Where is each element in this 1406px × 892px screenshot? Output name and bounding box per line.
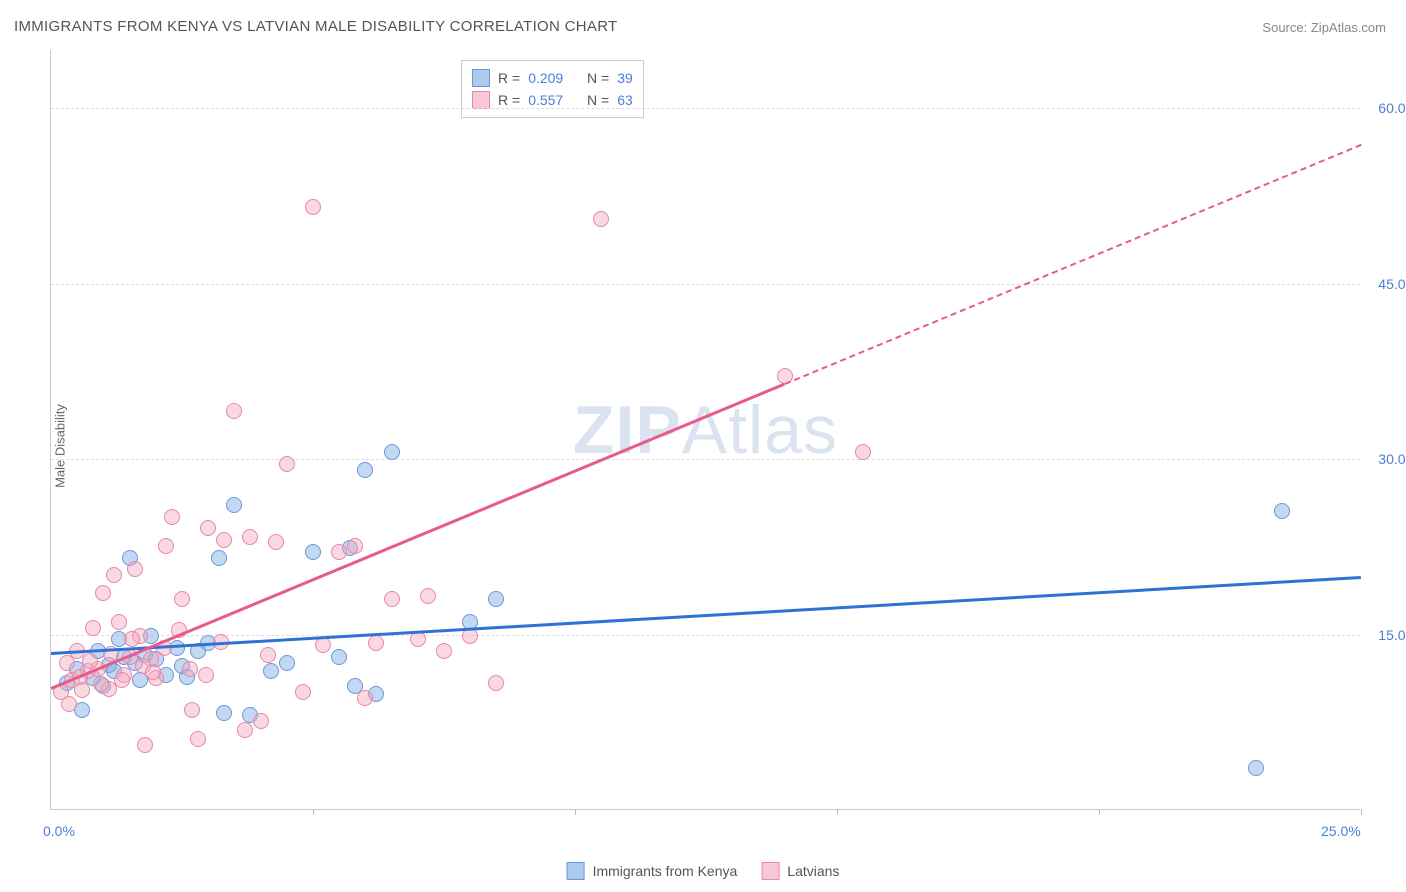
legend-series: Immigrants from Kenya Latvians	[567, 862, 840, 880]
legend-r-value: 0.557	[528, 92, 563, 108]
x-tick-mark	[313, 809, 314, 815]
x-tick-label: 25.0%	[1321, 823, 1361, 839]
gridline	[51, 459, 1360, 460]
scatter-point	[331, 649, 347, 665]
scatter-point	[226, 403, 242, 419]
legend-n-label: N =	[587, 92, 609, 108]
scatter-point	[61, 696, 77, 712]
legend-r-label: R =	[498, 92, 520, 108]
scatter-point	[384, 591, 400, 607]
scatter-point	[436, 643, 452, 659]
y-tick-label: 60.0%	[1378, 100, 1406, 116]
scatter-point	[82, 653, 98, 669]
legend-r-value: 0.209	[528, 70, 563, 86]
scatter-point	[1248, 760, 1264, 776]
scatter-point	[268, 534, 284, 550]
scatter-point	[216, 705, 232, 721]
scatter-point	[488, 675, 504, 691]
x-tick-mark	[837, 809, 838, 815]
legend-series-item: Latvians	[761, 862, 839, 880]
scatter-point	[279, 456, 295, 472]
legend-r-label: R =	[498, 70, 520, 86]
legend-series-label: Immigrants from Kenya	[593, 863, 738, 879]
scatter-point	[106, 567, 122, 583]
scatter-point	[331, 544, 347, 560]
scatter-point	[137, 737, 153, 753]
scatter-point	[368, 635, 384, 651]
scatter-point	[127, 561, 143, 577]
chart-title: IMMIGRANTS FROM KENYA VS LATVIAN MALE DI…	[14, 18, 618, 35]
x-tick-mark	[1361, 809, 1362, 815]
scatter-point	[158, 538, 174, 554]
x-tick-mark	[1099, 809, 1100, 815]
legend-swatch	[472, 69, 490, 87]
scatter-point	[174, 591, 190, 607]
scatter-point	[198, 667, 214, 683]
gridline	[51, 284, 1360, 285]
y-tick-label: 30.0%	[1378, 451, 1406, 467]
legend-stats-row: R = 0.209 N = 39	[472, 67, 633, 89]
scatter-point	[184, 702, 200, 718]
scatter-point	[95, 585, 111, 601]
legend-series-item: Immigrants from Kenya	[567, 862, 738, 880]
scatter-point	[1274, 503, 1290, 519]
scatter-point	[420, 588, 436, 604]
scatter-point	[488, 591, 504, 607]
scatter-point	[260, 647, 276, 663]
trend-line	[51, 576, 1361, 654]
legend-n-value: 39	[617, 70, 633, 86]
scatter-point	[855, 444, 871, 460]
scatter-point	[279, 655, 295, 671]
gridline	[51, 635, 1360, 636]
scatter-point	[347, 538, 363, 554]
scatter-point	[305, 199, 321, 215]
scatter-point	[237, 722, 253, 738]
watermark: ZIPAtlas	[573, 391, 838, 469]
scatter-point	[357, 690, 373, 706]
source-attribution: Source: ZipAtlas.com	[1262, 20, 1386, 35]
legend-series-label: Latvians	[787, 863, 839, 879]
x-tick-label: 0.0%	[43, 823, 75, 839]
scatter-point	[295, 684, 311, 700]
scatter-point	[145, 664, 161, 680]
trend-line	[784, 144, 1361, 385]
scatter-point	[593, 211, 609, 227]
scatter-point	[111, 614, 127, 630]
legend-swatch	[761, 862, 779, 880]
scatter-point	[315, 637, 331, 653]
scatter-point	[226, 497, 242, 513]
legend-swatch	[567, 862, 585, 880]
legend-n-label: N =	[587, 70, 609, 86]
scatter-point	[263, 663, 279, 679]
scatter-point	[164, 509, 180, 525]
scatter-point	[182, 661, 198, 677]
scatter-point	[85, 620, 101, 636]
chart-plot-area: ZIPAtlas R =0.209 N =39R =0.557 N =63 15…	[50, 50, 1360, 810]
source-value: ZipAtlas.com	[1311, 20, 1386, 35]
scatter-point	[211, 550, 227, 566]
scatter-point	[216, 532, 232, 548]
scatter-point	[93, 676, 109, 692]
scatter-point	[200, 520, 216, 536]
watermark-rest: Atlas	[682, 392, 838, 468]
scatter-point	[124, 631, 140, 647]
chart-container: IMMIGRANTS FROM KENYA VS LATVIAN MALE DI…	[0, 0, 1406, 892]
y-tick-label: 45.0%	[1378, 276, 1406, 292]
scatter-point	[410, 631, 426, 647]
scatter-point	[253, 713, 269, 729]
y-tick-label: 15.0%	[1378, 627, 1406, 643]
scatter-point	[357, 462, 373, 478]
legend-swatch	[472, 91, 490, 109]
watermark-bold: ZIP	[573, 392, 682, 468]
scatter-point	[242, 529, 258, 545]
source-label: Source:	[1262, 20, 1307, 35]
scatter-point	[190, 731, 206, 747]
legend-n-value: 63	[617, 92, 633, 108]
scatter-point	[305, 544, 321, 560]
scatter-point	[384, 444, 400, 460]
gridline	[51, 108, 1360, 109]
scatter-point	[114, 672, 130, 688]
x-tick-mark	[575, 809, 576, 815]
